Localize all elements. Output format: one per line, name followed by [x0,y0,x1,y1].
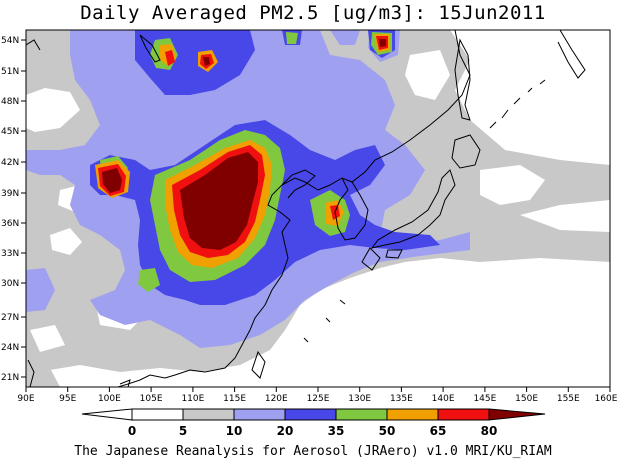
lon-tick-label: 160E [595,394,618,404]
colorbar-label: 50 [379,424,396,438]
pm25-level-80 [379,39,386,47]
lat-tick-label: 54N [1,36,19,46]
lon-tick-labels: 90E 95E 100E 105E 110E 115E 120E 125E 13… [17,394,617,404]
lat-tick-label: 24N [1,343,19,353]
mainland-coastline [117,30,471,387]
lon-tick-label: 125E [307,394,330,404]
lon-tick-label: 155E [557,394,580,404]
lat-tick-label: 30N [1,279,19,289]
colorbar: 0 5 10 20 35 50 65 80 [81,408,546,438]
pm25-level-10 [26,268,55,312]
pm25-level-5 [26,360,60,387]
pm25-clear [26,88,80,132]
baikal-lake [139,34,161,63]
colorbar-swatch-2 [182,408,235,421]
lon-tick-label: 110E [181,394,204,404]
lat-tick-label: 42N [1,158,19,168]
lat-tick-label: 27N [1,313,19,323]
bohai-coastline [281,169,316,199]
colorbar-swatch-6 [386,408,439,421]
colorbar-swatch-4 [284,408,337,421]
pm25-clear [405,50,450,100]
pm25-level-35 [286,32,298,44]
lon-tick-label: 135E [390,394,413,404]
colorbar-label: 0 [128,424,136,438]
honshu-coastline [370,169,456,249]
ryukyu-islands [303,299,346,343]
footer-caption: The Japanese Reanalysis for Aerosol (JRA… [74,444,552,459]
coastlines [26,30,586,387]
lat-axis [21,39,26,378]
lat-tick-label: 39N [1,189,19,199]
pm25-level-65 [165,50,175,66]
pm25-level-80 [203,57,210,66]
lat-tick-labels: 21N 24N 27N 30N 33N 36N 39N 42N 45N 48N … [1,36,19,383]
pm25-clear [30,325,65,352]
lon-tick-label: 120E [265,394,288,404]
taiwan-coastline [251,350,266,379]
colorbar-label: 35 [328,424,345,438]
kamchatka-coastline [557,30,586,79]
colorbar-swatch-5 [335,408,388,421]
lat-tick-label: 45N [1,127,19,137]
colorbar-label: 5 [179,424,187,438]
lon-tick-label: 95E [59,394,76,404]
colorbar-swatch-0 [81,408,133,421]
pm25-clear [50,228,82,255]
kuril-islands [489,79,546,129]
pm25-level-35 [138,268,160,292]
lon-tick-label: 90E [17,394,34,404]
colorbar-label: 10 [226,424,243,438]
pm25-level-10 [330,30,360,45]
korea-coastline [334,177,369,241]
colorbar-swatch-3 [233,408,286,421]
map-title: Daily Averaged PM2.5 [ug/m3]: 15Jun2011 [80,2,546,24]
hainan-coastline [119,379,131,387]
lon-tick-label: 115E [223,394,246,404]
kyushu-coastline [361,247,381,271]
pm25-clear [480,165,545,205]
lon-tick-label: 140E [432,394,455,404]
colorbar-swatch-1 [131,408,184,421]
colorbar-label: 65 [430,424,447,438]
lon-axis [25,387,611,392]
lat-tick-label: 36N [1,219,19,229]
lat-tick-label: 48N [1,97,19,107]
lat-tick-label: 21N [1,373,19,383]
lon-tick-label: 150E [515,394,538,404]
lon-tick-label: 100E [98,394,121,404]
pm25-level-80 [180,152,258,250]
pm25-shading [26,30,610,387]
lon-tick-label: 145E [473,394,496,404]
lon-tick-label: 105E [140,394,163,404]
lat-tick-label: 51N [1,67,19,77]
pm25-level-80 [102,168,122,193]
west-coastline [26,39,41,387]
colorbar-swatch-8 [488,408,546,421]
lat-tick-label: 33N [1,249,19,259]
hokkaido-coastline [451,134,481,169]
shikoku-coastline [385,249,403,259]
lon-tick-label: 130E [348,394,371,404]
colorbar-label: 20 [277,424,294,438]
colorbar-swatch-7 [437,408,490,421]
colorbar-label: 80 [481,424,498,438]
sakhalin-coastline [454,38,471,121]
